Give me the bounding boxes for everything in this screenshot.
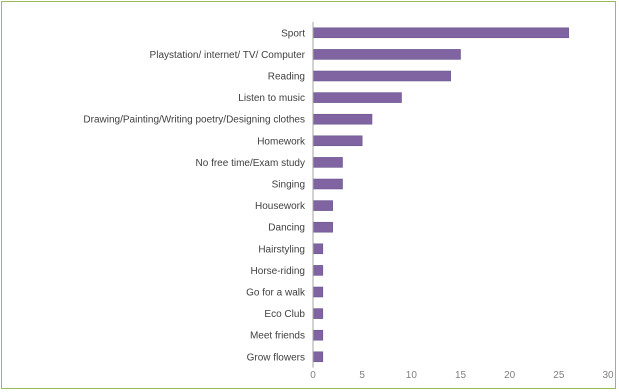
- category-label: Horse-riding: [251, 266, 305, 277]
- bar: [312, 200, 333, 211]
- bar: [312, 286, 324, 298]
- category-label: Singing: [272, 180, 305, 191]
- category-label: Homework: [257, 136, 306, 147]
- bar: [312, 113, 373, 125]
- x-axis-ticks: 0 5 10 15 20 25 30: [310, 370, 614, 381]
- bars-group: [312, 27, 569, 363]
- bar: [312, 351, 324, 363]
- bar: [312, 49, 461, 60]
- category-label: Listen to music: [238, 93, 305, 104]
- category-label: Go for a walk: [246, 288, 306, 299]
- category-label: No free time/Exam study: [196, 158, 305, 169]
- category-label: Eco Club: [264, 309, 305, 320]
- bar: [312, 157, 343, 168]
- category-label: Reading: [268, 72, 305, 83]
- x-tick-label: 30: [602, 370, 614, 381]
- bar: [312, 265, 324, 276]
- category-label: Drawing/Painting/Writing poetry/Designin…: [83, 115, 305, 126]
- bar: [312, 135, 363, 147]
- x-tick-label: 10: [406, 370, 418, 381]
- bar: [312, 329, 324, 341]
- x-tick-label: 25: [553, 370, 565, 381]
- category-label: Dancing: [268, 223, 305, 234]
- bar: [312, 243, 324, 255]
- bar: [312, 70, 451, 82]
- category-labels: Sport Playstation/ internet/ TV/ Computer…: [83, 28, 306, 363]
- category-label: Grow flowers: [247, 352, 305, 363]
- category-label: Housework: [255, 201, 306, 212]
- x-tick-label: 5: [359, 370, 365, 381]
- x-tick-label: 15: [455, 370, 467, 381]
- bar: [312, 308, 324, 319]
- x-tick-label: 20: [504, 370, 516, 381]
- category-label: Playstation/ internet/ TV/ Computer: [150, 50, 306, 61]
- category-label: Meet friends: [250, 331, 305, 342]
- bar: [312, 92, 402, 103]
- bar: [312, 178, 343, 190]
- category-label: Sport: [281, 28, 305, 39]
- category-label: Hairstyling: [258, 244, 305, 255]
- bar: [312, 27, 569, 39]
- bar: [312, 221, 333, 233]
- x-tick-label: 0: [310, 370, 316, 381]
